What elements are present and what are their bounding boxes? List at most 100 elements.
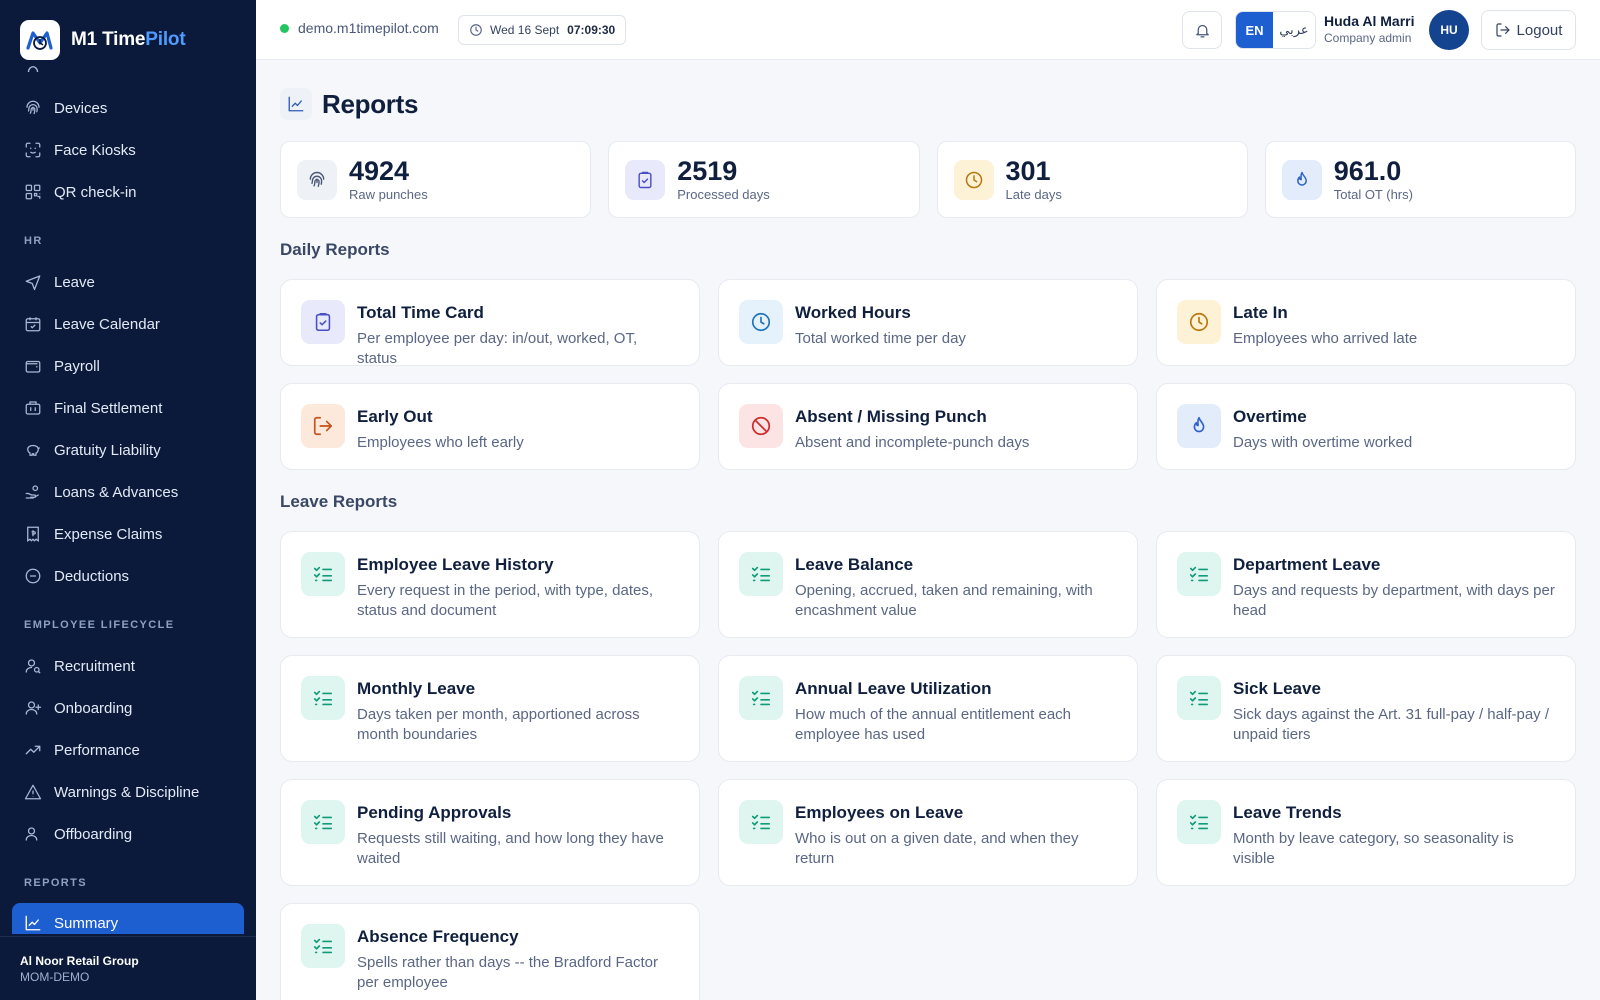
report-card-pending-approvals[interactable]: Pending Approvals Requests still waiting,… — [280, 779, 700, 886]
sidebar-item-label: Gratuity Liability — [54, 441, 161, 459]
lang-ar-button[interactable]: عربي — [1273, 12, 1315, 48]
sidebar-item-gratuity-liability[interactable]: Gratuity Liability — [0, 429, 244, 471]
sidebar-item-devices[interactable]: Devices — [0, 87, 244, 129]
report-card-sick-leave[interactable]: Sick Leave Sick days against the Art. 31 … — [1156, 655, 1576, 762]
lang-en-button[interactable]: EN — [1236, 12, 1273, 48]
sidebar-item-label: Face Kiosks — [54, 141, 136, 159]
report-card-leave-balance[interactable]: Leave Balance Opening, accrued, taken and… — [718, 531, 1138, 638]
sidebar-item-leave-calendar[interactable]: Leave Calendar — [0, 303, 244, 345]
stats-row: 4924 Raw punches 2519 Processed days 301 La… — [280, 141, 1576, 218]
trending-up-icon — [24, 741, 42, 759]
sidebar-item-hidden-top[interactable] — [0, 62, 244, 87]
list-checks-icon — [1177, 676, 1221, 720]
card-title: Monthly Leave — [357, 679, 476, 698]
sidebar-item-qr-check-in[interactable]: QR check-in — [0, 171, 244, 213]
sidebar-item-offboarding[interactable]: Offboarding — [0, 813, 244, 855]
clipboard-check-icon — [301, 300, 345, 344]
list-checks-icon — [739, 800, 783, 844]
user-name: Huda Al Marri — [1324, 13, 1415, 29]
report-card-monthly-leave[interactable]: Monthly Leave Days taken per month, appor… — [280, 655, 700, 762]
card-desc: Spells rather than days -- the Bradford … — [357, 954, 658, 991]
stat-label: Raw punches — [349, 187, 428, 203]
chart-line-icon — [280, 88, 312, 120]
fingerprint-icon — [297, 159, 337, 200]
sidebar-item-warnings-discipline[interactable]: Warnings & Discipline — [0, 771, 244, 813]
card-desc: Total worked time per day — [795, 330, 966, 347]
logout-button[interactable]: Logout — [1481, 10, 1576, 50]
card-desc: Employees who left early — [357, 434, 524, 451]
sidebar-item-expense-claims[interactable]: Expense Claims — [0, 513, 244, 555]
report-card-department-leave[interactable]: Department Leave Days and requests by dep… — [1156, 531, 1576, 638]
sidebar-item-onboarding[interactable]: Onboarding — [0, 687, 244, 729]
card-title: Employee Leave History — [357, 555, 554, 574]
sidebar-item-recruitment[interactable]: Recruitment — [0, 645, 244, 687]
stat-label: Processed days — [677, 187, 770, 203]
stat-card-total-ot: 961.0 Total OT (hrs) — [1264, 141, 1576, 218]
sidebar-item-label: QR check-in — [54, 183, 137, 201]
report-card-employee-leave-history[interactable]: Employee Leave History Every request in t… — [280, 531, 700, 638]
card-desc: Who is out on a given date, and when the… — [795, 830, 1079, 867]
sidebar-item-deductions[interactable]: Deductions — [0, 555, 244, 597]
tenant-domain: demo.m1timepilot.com — [280, 20, 439, 36]
card-title: Sick Leave — [1233, 679, 1321, 698]
card-title: Absence Frequency — [357, 927, 519, 946]
main-content: Reports 4924 Raw punches 2519 Processed da… — [280, 60, 1576, 1000]
card-title: Pending Approvals — [357, 803, 512, 822]
report-card-overtime[interactable]: Overtime Days with overtime worked — [1156, 383, 1576, 470]
report-card-absent-missing-punch[interactable]: Absent / Missing Punch Absent and incompl… — [718, 383, 1138, 470]
sidebar-item-label: Leave — [54, 273, 95, 291]
clock-icon — [953, 159, 994, 200]
sidebar-item-label: Leave Calendar — [54, 315, 160, 333]
sidebar-item-label: Loans & Advances — [54, 483, 179, 501]
leave-reports-grid: Employee Leave History Every request in t… — [280, 531, 1576, 1000]
card-title: Total Time Card — [357, 303, 484, 322]
sidebar-item-label: Devices — [54, 99, 108, 117]
report-card-total-time-card[interactable]: Total Time Card Per employee per day: in/… — [280, 279, 700, 367]
report-card-employees-on-leave[interactable]: Employees on Leave Who is out on a given … — [718, 779, 1138, 886]
sidebar-item-label: Performance — [54, 741, 140, 759]
card-title: Department Leave — [1233, 555, 1381, 574]
report-card-early-out[interactable]: Early Out Employees who left early — [280, 383, 700, 470]
clock-icon — [739, 300, 783, 344]
report-card-absence-frequency[interactable]: Absence Frequency Spells rather than days… — [280, 903, 700, 1000]
notifications-button[interactable] — [1182, 11, 1222, 49]
card-desc: Absent and incomplete-punch days — [795, 434, 1030, 451]
sidebar-nav: Devices Face Kiosks QR check-in HR Leave… — [0, 62, 256, 934]
list-checks-icon — [739, 552, 783, 596]
org-name: Al Noor Retail Group — [20, 954, 139, 968]
online-status-dot — [280, 23, 289, 33]
sidebar-item-label: Recruitment — [54, 657, 135, 675]
report-card-worked-hours[interactable]: Worked Hours Total worked time per day — [718, 279, 1138, 366]
sidebar-item-face-kiosks[interactable]: Face Kiosks — [0, 129, 244, 171]
sidebar-item-label: Summary — [54, 914, 119, 932]
stat-card-raw-punches: 4924 Raw punches — [280, 141, 592, 218]
sidebar-item-label: Deductions — [54, 567, 130, 585]
card-title: Leave Balance — [795, 555, 914, 574]
card-title: Late In — [1233, 303, 1288, 322]
sidebar-item-payroll[interactable]: Payroll — [0, 345, 244, 387]
stat-label: Late days — [1005, 187, 1062, 203]
card-desc: Sick days against the Art. 31 full-pay /… — [1233, 706, 1549, 743]
card-desc: Every request in the period, with type, … — [357, 582, 653, 619]
sidebar-item-label: Expense Claims — [54, 525, 163, 543]
list-checks-icon — [301, 924, 345, 968]
card-desc: Days taken per month, apportioned across… — [357, 706, 640, 743]
sidebar-item-performance[interactable]: Performance — [0, 729, 244, 771]
bell-icon — [1195, 24, 1209, 38]
report-card-annual-leave-utilization[interactable]: Annual Leave Utilization How much of the … — [718, 655, 1138, 762]
list-checks-icon — [739, 676, 783, 720]
report-card-leave-trends[interactable]: Leave Trends Month by leave category, so … — [1156, 779, 1576, 886]
card-desc: Employees who arrived late — [1233, 330, 1418, 347]
card-desc: Days with overtime worked — [1233, 434, 1413, 451]
sidebar-item-final-settlement[interactable]: Final Settlement — [0, 387, 244, 429]
org-code: MOM-DEMO — [20, 970, 90, 984]
list-checks-icon — [301, 800, 345, 844]
avatar[interactable]: HU — [1429, 10, 1469, 50]
sidebar-item-leave[interactable]: Leave — [0, 261, 244, 303]
sidebar-item-summary[interactable]: Summary — [12, 903, 244, 934]
org-footer: Al Noor Retail Group MOM-DEMO — [0, 936, 256, 1000]
report-card-late-in[interactable]: Late In Employees who arrived late — [1156, 279, 1576, 366]
card-title: Employees on Leave — [795, 803, 964, 822]
brand[interactable]: M1 TimePilot — [20, 19, 186, 61]
sidebar-item-loans-advances[interactable]: Loans & Advances — [0, 471, 244, 513]
